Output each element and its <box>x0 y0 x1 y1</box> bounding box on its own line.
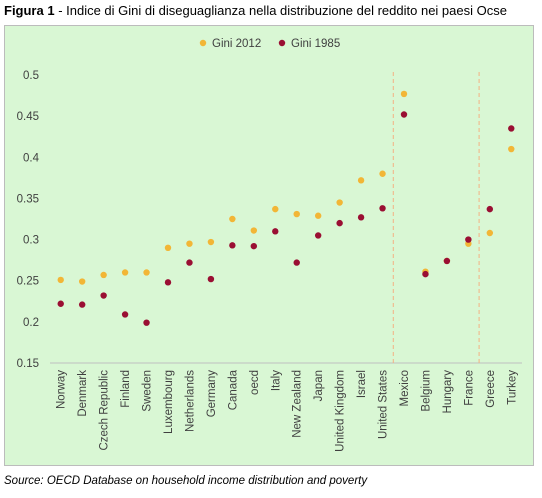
gini-2012-point <box>57 276 64 284</box>
x-category-label: Canada <box>227 369 239 410</box>
gini-2012-point <box>486 229 494 237</box>
x-category-label: Italy <box>270 370 282 391</box>
gini-1985-point <box>143 319 150 326</box>
x-category-label: Greece <box>485 370 497 408</box>
gini-1985-point <box>400 111 408 118</box>
gini-1985-point <box>164 279 172 286</box>
x-category-label: Finland <box>120 370 132 408</box>
gini-2012-point <box>272 205 279 213</box>
gini-1985-point <box>57 300 64 307</box>
gini-2012-point <box>508 145 515 153</box>
gini-2012-point <box>207 238 215 246</box>
figure-title-text: - Indice di Gini di diseguaglianza nella… <box>54 3 507 18</box>
gini-1985-point <box>465 236 472 243</box>
gini-1985-point <box>293 259 300 266</box>
gini-2012-point <box>250 227 258 234</box>
x-category-label: New Zealand <box>292 370 304 438</box>
y-tick-label: 0.45 <box>17 111 39 123</box>
x-category-label: Hungary <box>442 370 454 414</box>
x-category-label: Belgium <box>420 370 432 412</box>
gini-1985-point <box>186 259 193 266</box>
source-note: Source: OECD Database on household incom… <box>4 475 368 487</box>
y-tick-label: 0.25 <box>17 276 39 288</box>
gini-1985-point <box>78 301 86 308</box>
chart-panel: 0.15 0.2 0.25 0.3 0.35 0.4 0.45 0.5 Norway Denmar… <box>4 25 534 466</box>
x-category-label: Mexico <box>399 370 411 406</box>
gini-1985-point <box>229 242 236 249</box>
x-category-label: Norway <box>56 370 68 409</box>
gini-2012-point <box>379 170 386 177</box>
x-category-label: United Kingdom <box>335 370 347 452</box>
x-category-label: Luxembourg <box>163 370 175 434</box>
x-category-label: Denmark <box>77 370 89 417</box>
gini-1985-point <box>272 228 279 235</box>
gini-1985-point <box>100 292 107 299</box>
legend-marker-gini-2012 <box>199 39 207 47</box>
x-category-label: Israel <box>356 370 368 398</box>
gini-1985-point <box>207 275 215 283</box>
gini-1985-point <box>314 232 322 239</box>
legend-label-gini-2012: Gini 2012 <box>212 38 261 50</box>
y-tick-label: 0.5 <box>23 70 39 82</box>
x-category-label: Germany <box>206 370 218 418</box>
y-tick-label: 0.4 <box>23 152 40 164</box>
legend-marker-gini-1985 <box>278 39 286 47</box>
gini-1985-point <box>422 270 429 278</box>
y-tick-label: 0.3 <box>23 235 39 247</box>
gini-1985-point <box>336 219 343 227</box>
x-category-label: Netherlands <box>184 370 196 432</box>
y-tick-label: 0.35 <box>17 193 39 205</box>
y-tick-label: 0.2 <box>23 317 39 329</box>
gini-scatter-chart: 0.15 0.2 0.25 0.3 0.35 0.4 0.45 0.5 Norway Denmar… <box>17 38 522 452</box>
gini-1985-point <box>508 125 515 132</box>
gini-1985-point <box>357 214 365 221</box>
x-category-label: Sweden <box>142 370 154 412</box>
gini-2012-point <box>100 271 107 279</box>
gini-2012-point <box>229 215 236 223</box>
gini-2012-point <box>336 199 343 206</box>
x-category-label: Turkey <box>506 370 518 405</box>
gini-2012-point <box>143 269 150 276</box>
gini-1985-point <box>379 205 386 212</box>
x-category-label: France <box>463 370 475 406</box>
gini-1985-point <box>250 242 258 250</box>
y-tick-label: 0.15 <box>17 358 39 370</box>
figure-title: Figura 1 - Indice di Gini di diseguaglia… <box>4 3 507 18</box>
gini-2012-point <box>314 212 322 219</box>
gini-2012-point <box>293 210 300 218</box>
gini-2012-point <box>186 240 193 247</box>
gini-1985-point <box>443 257 451 265</box>
x-category-label: Czech Republic <box>99 370 111 451</box>
figure-number: Figura 1 <box>4 3 55 18</box>
x-category-label: oecd <box>249 370 261 395</box>
x-category-label: United States <box>378 370 390 439</box>
legend-label-gini-1985: Gini 1985 <box>291 38 340 50</box>
gini-2012-point <box>78 278 86 285</box>
gini-1985-point <box>486 205 494 213</box>
x-category-label: Japan <box>313 370 325 401</box>
gini-2012-point <box>121 269 129 276</box>
gini-2012-point <box>357 177 365 184</box>
gini-1985-point <box>121 311 129 318</box>
gini-2012-point <box>400 90 408 98</box>
gini-2012-point <box>164 244 172 251</box>
